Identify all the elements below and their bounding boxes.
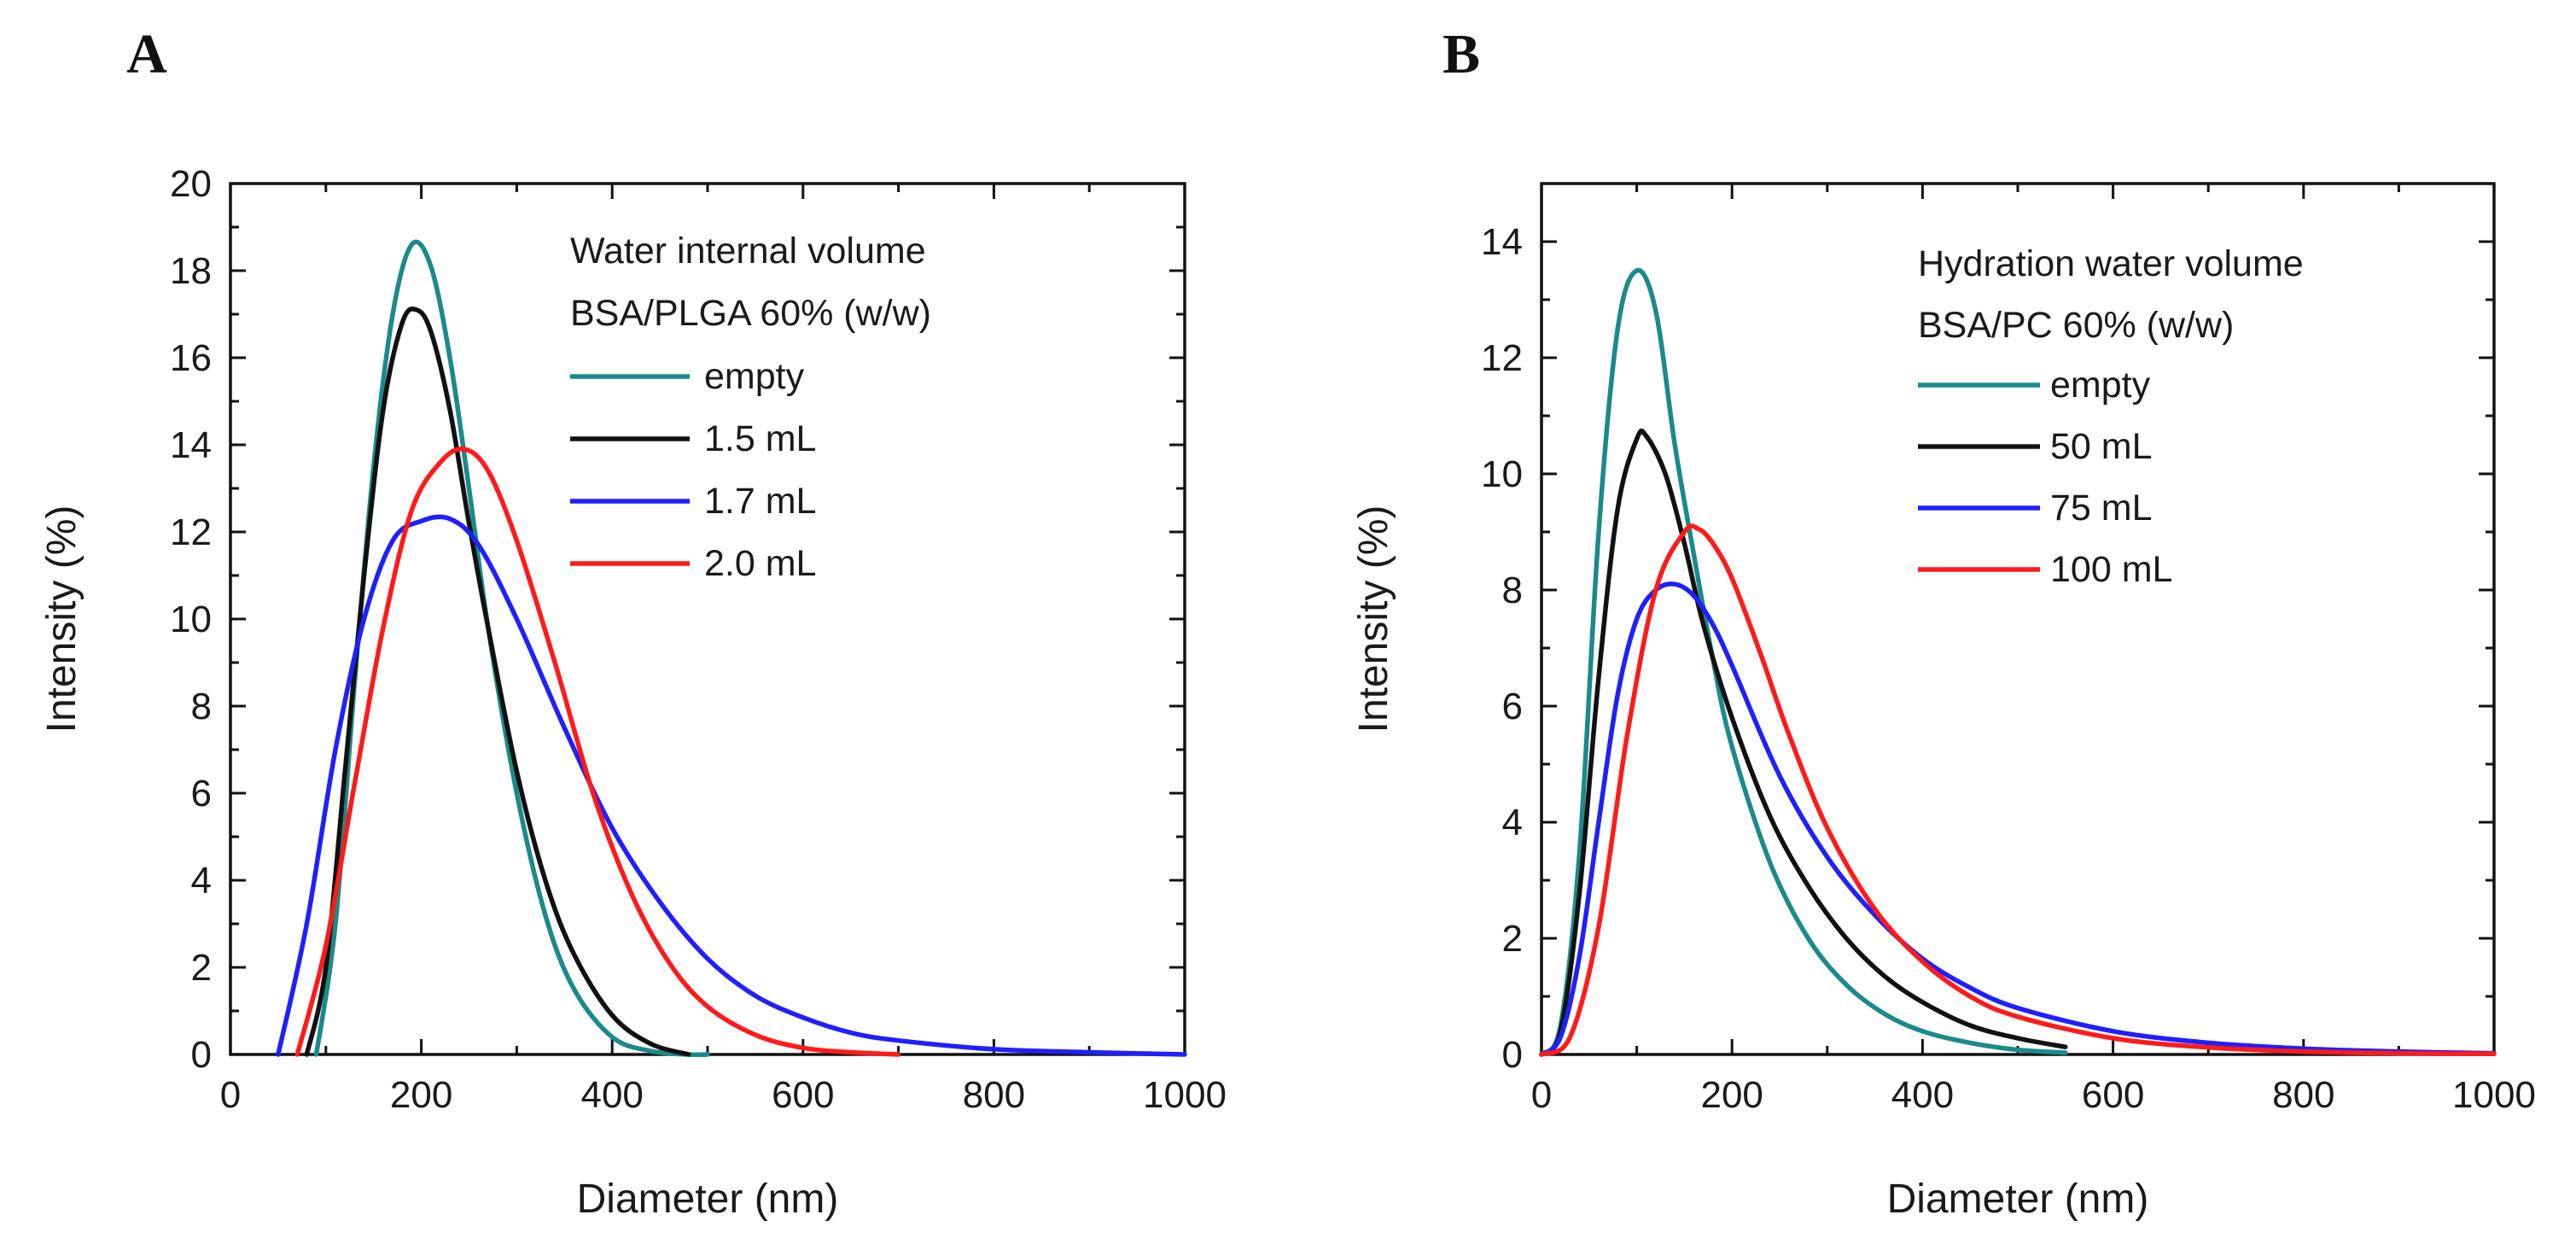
series-line-50-ml	[1539, 428, 2068, 1057]
legend-title-line: Water internal volume	[570, 231, 926, 272]
series-line-1-7-ml	[276, 514, 1187, 1057]
y-tick-label: 0	[1502, 1034, 1523, 1076]
y-tick-label: 4	[191, 860, 212, 902]
y-tick-label: 2	[191, 947, 212, 989]
panel-letter: B	[1442, 23, 1480, 85]
y-tick-label: 2	[1502, 918, 1523, 960]
y-tick-label: 12	[170, 511, 212, 553]
x-tick-label: 200	[390, 1074, 452, 1116]
x-tick-label: 600	[772, 1074, 834, 1116]
x-axis-title: Diameter (nm)	[1887, 1177, 2149, 1222]
legend-entry-label: 75 mL	[2050, 488, 2153, 529]
series-line-empty	[1539, 267, 2068, 1057]
y-tick-label: 18	[170, 250, 212, 292]
y-tick-label: 8	[191, 686, 212, 727]
x-axis-title: Diameter (nm)	[577, 1177, 839, 1222]
chart-panel-b: B 0 200 400 600 800 1000 0 2 4 6 8 10 12 14 Diameter (n…	[1351, 23, 2536, 1222]
y-tick-label: 14	[170, 424, 212, 466]
x-tick-label: 0	[220, 1074, 241, 1116]
legend-entry-label: 50 mL	[2050, 426, 2153, 467]
y-tick-label: 10	[170, 599, 212, 640]
y-tick-label: 10	[1481, 453, 1523, 495]
y-tick-label: 14	[1481, 221, 1523, 263]
y-tick-label: 8	[1502, 569, 1523, 611]
x-tick-label: 1000	[1143, 1074, 1227, 1116]
x-tick-label: 400	[580, 1074, 643, 1116]
x-tick-label: 600	[2082, 1074, 2144, 1116]
panel-letter: A	[126, 23, 167, 85]
x-tick-label: 0	[1531, 1074, 1552, 1116]
legend-entry-label: 1.5 mL	[704, 418, 816, 459]
series-line-75-ml	[1539, 581, 2497, 1057]
y-axis-title: Intensity (%)	[1351, 505, 1396, 733]
y-tick-label: 4	[1502, 802, 1523, 844]
x-tick-label: 1000	[2452, 1074, 2536, 1116]
y-tick-label: 0	[191, 1034, 212, 1076]
legend-title-line: BSA/PLGA 60% (w/w)	[570, 293, 931, 334]
legend-entry-label: empty	[704, 356, 805, 397]
chart-panel-a: A 0 200 400 600 800 1000 0 2 4 6 8 10 12 14 16 18 20 Diame…	[39, 23, 1227, 1222]
legend-title-line: BSA/PC 60% (w/w)	[1918, 305, 2234, 346]
legend-entry-label: 2.0 mL	[704, 543, 816, 584]
y-tick-label: 20	[170, 163, 212, 205]
series-line-2-0-ml	[294, 447, 901, 1057]
y-tick-label: 12	[1481, 337, 1523, 379]
x-tick-label: 800	[2272, 1074, 2334, 1116]
series-line-1-5-ml	[304, 307, 691, 1057]
legend-entry-label: empty	[2050, 365, 2151, 406]
series-line-100-ml	[1539, 523, 2497, 1057]
legend: Water internal volume BSA/PLGA 60% (w/w) e…	[570, 231, 931, 584]
x-tick-label: 800	[963, 1074, 1025, 1116]
y-axis-title: Intensity (%)	[39, 505, 85, 733]
y-tick-label: 16	[170, 337, 212, 379]
y-tick-label: 6	[191, 773, 212, 815]
legend-title-line: Hydration water volume	[1918, 243, 2304, 284]
legend-entry-label: 100 mL	[2050, 549, 2172, 590]
legend-entry-label: 1.7 mL	[704, 481, 816, 522]
legend: Hydration water volume BSA/PC 60% (w/w) em…	[1918, 243, 2304, 590]
x-tick-label: 400	[1891, 1074, 1954, 1116]
y-tick-label: 6	[1502, 686, 1523, 727]
x-tick-label: 200	[1700, 1074, 1763, 1116]
